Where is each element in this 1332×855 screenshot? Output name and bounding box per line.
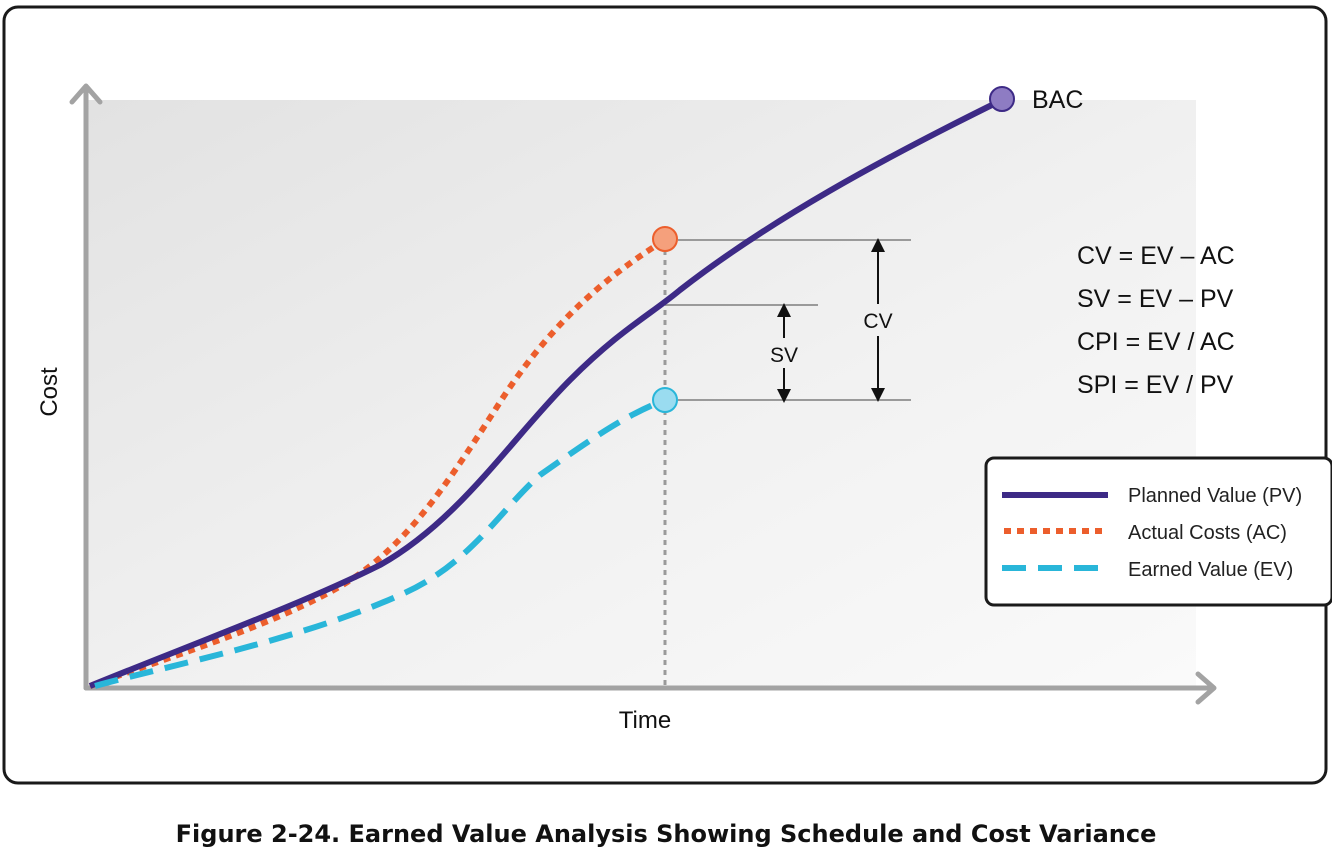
legend-label-ac: Actual Costs (AC) — [1128, 522, 1287, 544]
sv-indicator: SV — [770, 303, 798, 403]
y-axis-title: Cost — [36, 367, 63, 417]
legend-label-pv: Planned Value (PV) — [1128, 485, 1302, 507]
ac-marker — [652, 226, 678, 252]
ev-marker — [652, 387, 678, 413]
formula-sv: SV = EV – PV — [1077, 285, 1234, 313]
legend-label-ev: Earned Value (EV) — [1128, 559, 1293, 581]
cv-indicator: CV — [863, 238, 893, 402]
formula-cpi: CPI = EV / AC — [1077, 328, 1235, 356]
x-axis-arrowhead — [1195, 671, 1217, 705]
axes — [69, 83, 1217, 705]
earned-value-curve — [94, 397, 667, 689]
bac-marker — [989, 86, 1015, 112]
cv-label: CV — [863, 310, 892, 333]
formula-cv: CV = EV – AC — [1077, 242, 1235, 270]
legend: Planned Value (PV) Actual Costs (AC) Ear… — [984, 456, 1332, 607]
actual-cost-curve — [88, 237, 667, 689]
bac-label: BAC — [1032, 86, 1083, 114]
sv-label: SV — [770, 344, 798, 367]
formula-list: CV = EV – AC SV = EV – PV CPI = EV / AC … — [1077, 242, 1235, 399]
y-axis-arrowhead — [69, 83, 103, 105]
figure-caption: Figure 2-24. Earned Value Analysis Showi… — [176, 820, 1157, 848]
planned-value-curve — [88, 97, 1004, 689]
formula-spi: SPI = EV / PV — [1077, 371, 1234, 399]
x-axis-title: Time — [619, 707, 671, 734]
